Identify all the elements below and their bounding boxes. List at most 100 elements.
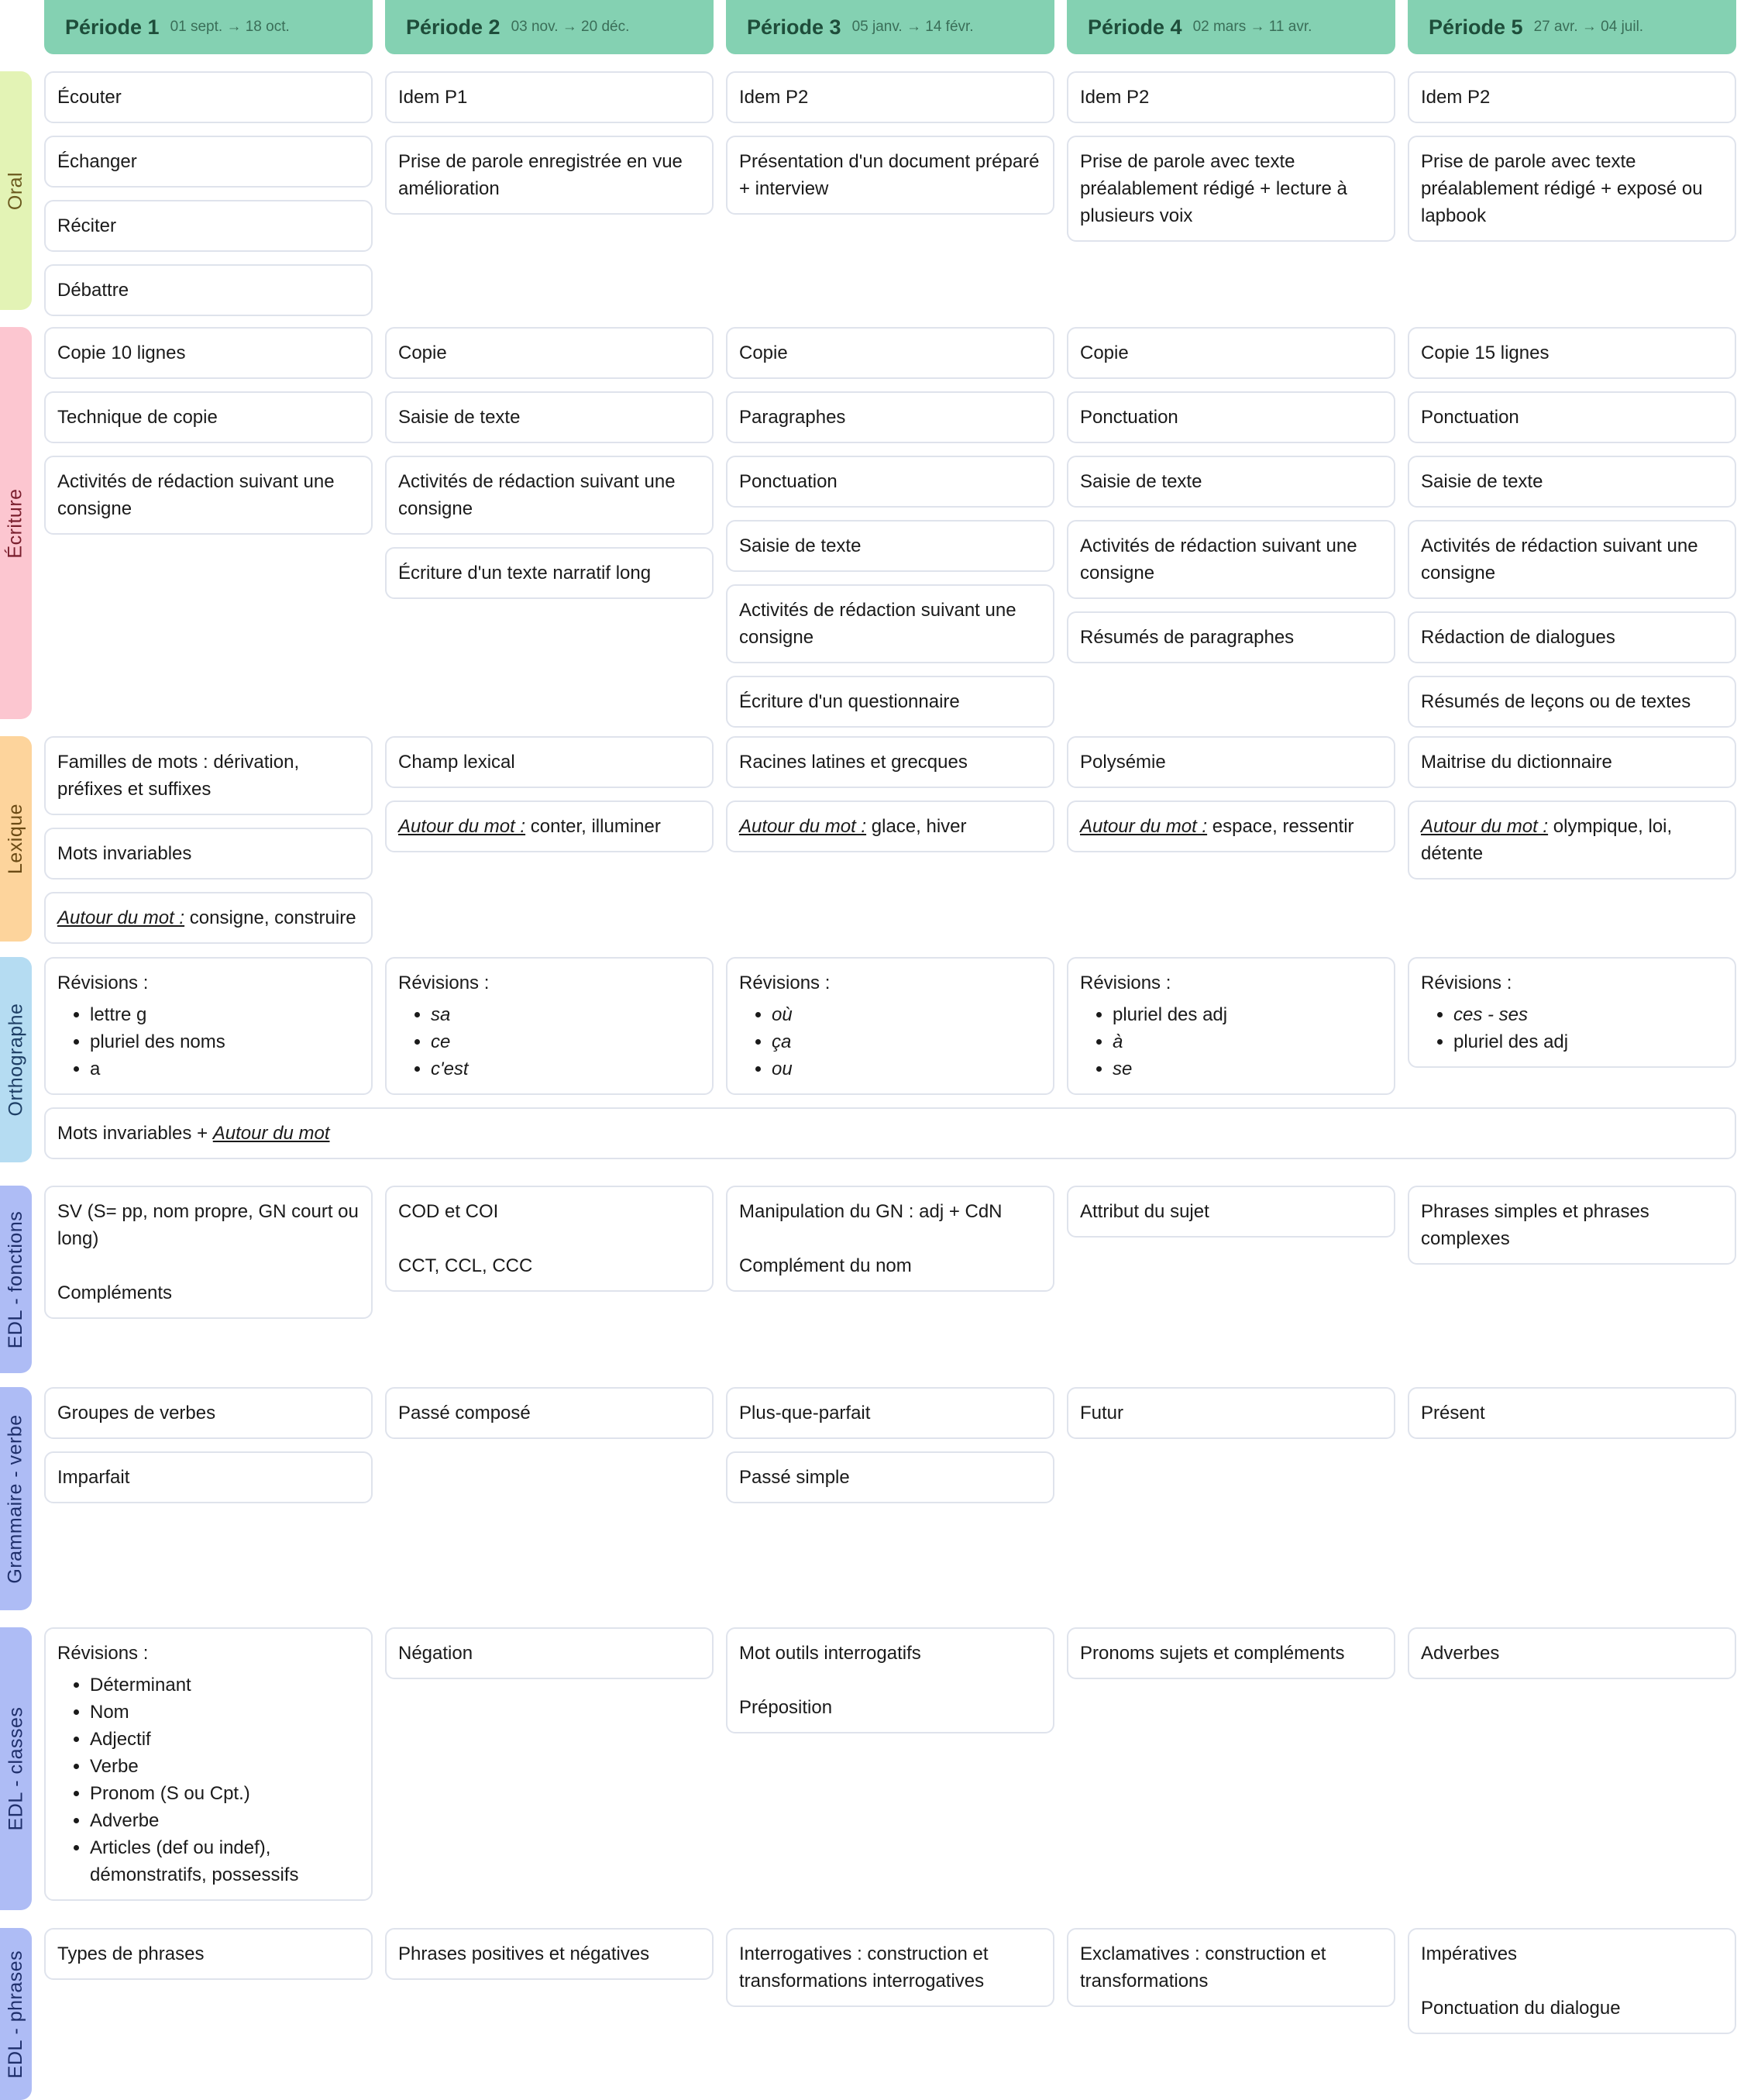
period-columns: Révisions : Déterminant Nom Adjectif Verbe Pr… bbox=[44, 1627, 1736, 1901]
period-header-3: Période 3 05 janv. → 14 févr. bbox=[726, 0, 1054, 54]
card-text: Phrases simples et phrases complexes bbox=[1421, 1198, 1723, 1252]
period-column-4: Attribut du sujet bbox=[1067, 1186, 1395, 1238]
topic-card: Saisie de texte bbox=[1408, 456, 1736, 508]
topic-card: Idem P1 bbox=[385, 71, 714, 123]
period-column-4: Pronoms sujets et compléments bbox=[1067, 1627, 1395, 1679]
card-text: Plus-que-parfait bbox=[739, 1399, 1041, 1427]
text-run: ça bbox=[772, 1031, 792, 1052]
period-column-1: Révisions : lettre g pluriel des noms a bbox=[44, 957, 373, 1095]
card-text: Technique de copie bbox=[57, 404, 359, 431]
card-text: Types de phrases bbox=[57, 1940, 359, 1967]
bullet-item: pluriel des noms bbox=[90, 1028, 359, 1055]
text-run: Activités de rédaction suivant une consi… bbox=[1421, 535, 1698, 584]
text-run: Révisions : bbox=[1421, 973, 1512, 993]
text-run: Révisions : bbox=[57, 973, 149, 993]
topic-card: Activités de rédaction suivant une consi… bbox=[726, 584, 1054, 663]
text-run: Passé composé bbox=[398, 1403, 531, 1424]
topic-card: Révisions : ces - ses pluriel des adj bbox=[1408, 957, 1736, 1068]
card-text: Révisions : bbox=[1080, 969, 1382, 997]
topic-card: Passé composé bbox=[385, 1387, 714, 1439]
card-text: Activités de rédaction suivant une consi… bbox=[57, 468, 359, 522]
text-run: Résumés de leçons ou de textes bbox=[1421, 691, 1691, 712]
text-run: Ponctuation bbox=[739, 471, 838, 492]
section-edl-phrases: EDL - phrases Types de phrases Phrases pos… bbox=[0, 1928, 1737, 2100]
text-run: Autour du mot : bbox=[398, 816, 526, 837]
period-column-3: Manipulation du GN : adj + CdN Complément… bbox=[726, 1186, 1054, 1292]
period-column-1: SV (S= pp, nom propre, GN court ou long)… bbox=[44, 1186, 373, 1319]
card-text: Polysémie bbox=[1080, 749, 1382, 776]
text-run: Idem P2 bbox=[739, 87, 809, 108]
text-run: Saisie de texte bbox=[1421, 471, 1543, 492]
card-text: Ponctuation bbox=[1080, 404, 1382, 431]
period-column-2: Révisions : sa ce c'est bbox=[385, 957, 714, 1095]
topic-card: Résumés de paragraphes bbox=[1067, 611, 1395, 663]
category-label-edl-phrases: EDL - phrases bbox=[0, 1928, 32, 2100]
topic-card: COD et COI CCT, CCL, CCC bbox=[385, 1186, 714, 1292]
text-run: Activités de rédaction suivant une consi… bbox=[398, 471, 676, 519]
bullet-item: ces - ses bbox=[1453, 1001, 1723, 1028]
topic-card: Réciter bbox=[44, 200, 373, 252]
text-run: Écouter bbox=[57, 87, 122, 108]
period-columns: SV (S= pp, nom propre, GN court ou long)… bbox=[44, 1186, 1736, 1319]
section-edl-classes: EDL - classes Révisions : Déterminant Nom Ad… bbox=[0, 1627, 1737, 1910]
text-run: Saisie de texte bbox=[398, 407, 521, 428]
period-column-5: Copie 15 lignes Ponctuation Saisie de text… bbox=[1408, 327, 1736, 728]
text-run: consigne, construire bbox=[184, 907, 356, 928]
text-run: Autour du mot : bbox=[1080, 816, 1208, 837]
text-run: Technique de copie bbox=[57, 407, 218, 428]
topic-card: Révisions : Déterminant Nom Adjectif Verbe Pr… bbox=[44, 1627, 373, 1901]
topic-card: Mots invariables bbox=[44, 828, 373, 880]
period-dates: 05 janv. → 14 févr. bbox=[851, 19, 974, 35]
period-column-5: Présent bbox=[1408, 1387, 1736, 1439]
card-text: Phrases positives et négatives bbox=[398, 1940, 700, 1967]
bullet-item: ça bbox=[772, 1028, 1041, 1055]
topic-card: Copie 15 lignes bbox=[1408, 327, 1736, 379]
period-header-4: Période 4 02 mars → 11 avr. bbox=[1067, 0, 1395, 54]
text-run: Imparfait bbox=[57, 1467, 130, 1488]
bullet-item: a bbox=[90, 1055, 359, 1083]
topic-card: Activités de rédaction suivant une consi… bbox=[385, 456, 714, 535]
bullet-item: Articles (def ou indef), démonstratifs, … bbox=[90, 1834, 359, 1888]
topic-card: Résumés de leçons ou de textes bbox=[1408, 676, 1736, 728]
card-text: Idem P2 bbox=[739, 84, 1041, 111]
period-column-3: Racines latines et grecques Autour du mot… bbox=[726, 736, 1054, 852]
period-column-1: Écouter Échanger Réciter Débattre bbox=[44, 71, 373, 316]
bullet-list: ces - ses pluriel des adj bbox=[1421, 1001, 1723, 1055]
category-label-text: EDL - fonctions bbox=[5, 1210, 27, 1348]
card-text: CCT, CCL, CCC bbox=[398, 1252, 700, 1279]
card-text: SV (S= pp, nom propre, GN court ou long) bbox=[57, 1198, 359, 1252]
period-column-5: Adverbes bbox=[1408, 1627, 1736, 1679]
topic-card: Phrases simples et phrases complexes bbox=[1408, 1186, 1736, 1265]
text-run: Autour du mot bbox=[212, 1123, 330, 1144]
topic-card: Copie bbox=[1067, 327, 1395, 379]
text-run: Préposition bbox=[739, 1697, 833, 1718]
text-run: olympique, loi, détente bbox=[1421, 816, 1673, 864]
topic-card: Technique de copie bbox=[44, 391, 373, 443]
text-run: Activités de rédaction suivant une consi… bbox=[1080, 535, 1357, 584]
card-text: Autour du mot : consigne, construire bbox=[57, 904, 359, 931]
topic-card: Révisions : lettre g pluriel des noms a bbox=[44, 957, 373, 1095]
topic-card: Phrases positives et négatives bbox=[385, 1928, 714, 1980]
bullet-item: où bbox=[772, 1001, 1041, 1028]
period-column-4: Révisions : pluriel des adj à se bbox=[1067, 957, 1395, 1095]
text-run: Ponctuation du dialogue bbox=[1421, 1998, 1621, 2019]
topic-card: Ponctuation bbox=[726, 456, 1054, 508]
text-run: Mots invariables + bbox=[57, 1123, 213, 1144]
card-text: Activités de rédaction suivant une consi… bbox=[1421, 532, 1723, 587]
topic-card: Paragraphes bbox=[726, 391, 1054, 443]
topic-card: Idem P2 bbox=[726, 71, 1054, 123]
category-label-oral: Oral bbox=[0, 71, 32, 310]
bullet-item: ou bbox=[772, 1055, 1041, 1083]
period-title: Période 3 bbox=[747, 15, 841, 39]
topic-card: Autour du mot : conter, illuminer bbox=[385, 800, 714, 852]
topic-card: Maitrise du dictionnaire bbox=[1408, 736, 1736, 788]
card-text: Activités de rédaction suivant une consi… bbox=[1080, 532, 1382, 587]
text-run: Révisions : bbox=[739, 973, 831, 993]
bullet-item: Déterminant bbox=[90, 1671, 359, 1699]
text-run: Autour du mot : bbox=[739, 816, 867, 837]
period-column-3: Révisions : où ça ou bbox=[726, 957, 1054, 1095]
text-run: Racines latines et grecques bbox=[739, 752, 968, 773]
topic-card: Révisions : où ça ou bbox=[726, 957, 1054, 1095]
text-run: Phrases positives et négatives bbox=[398, 1943, 650, 1964]
section-body: Révisions : Déterminant Nom Adjectif Verbe Pr… bbox=[44, 1627, 1736, 1901]
